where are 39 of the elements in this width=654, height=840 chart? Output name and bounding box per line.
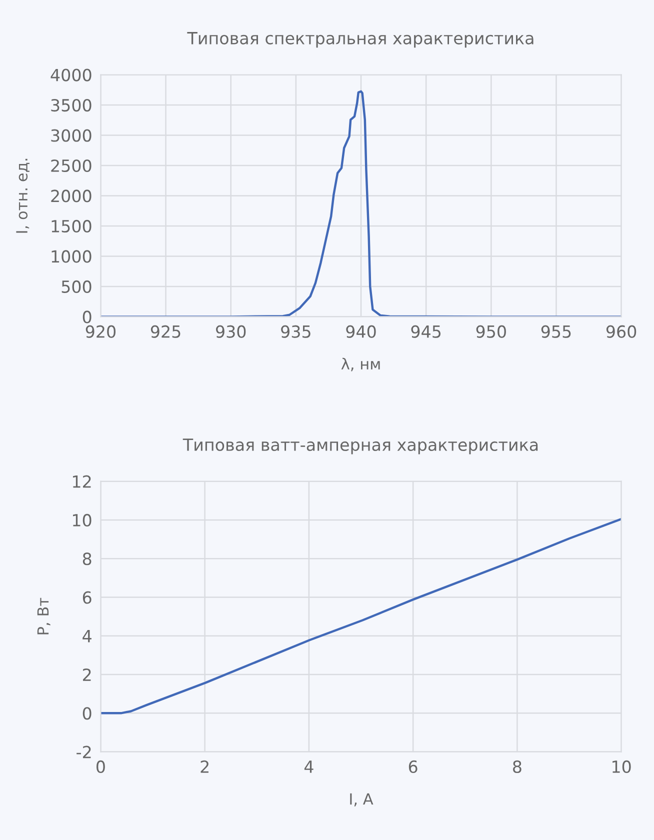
x-tick-label: 925: [150, 325, 180, 338]
y-tick-label: 3500: [51, 98, 92, 112]
y-tick-label: 2: [83, 668, 91, 681]
x-tick-label: 6: [408, 760, 418, 774]
x-tick-label: 10: [612, 760, 631, 774]
y-tick-label: 1000: [52, 250, 92, 263]
line-series: [100, 518, 622, 714]
x-tick-label: 935: [281, 325, 310, 338]
y-tick-label: 8: [82, 552, 92, 566]
x-axis-title: λ, нм: [341, 358, 380, 372]
y-tick-label: 3000: [51, 129, 92, 142]
x-tick-label: 2: [200, 760, 208, 773]
y-tick-label: 2500: [51, 159, 92, 172]
y-tick-label: 0: [82, 707, 92, 720]
y-tick-label: 2000: [51, 190, 92, 202]
y-tick-label: 4000: [50, 68, 92, 82]
y-tick-label: 4: [82, 630, 92, 642]
x-tick-label: 930: [216, 325, 246, 338]
y-tick-label: -2: [76, 746, 91, 758]
y-tick-label: 12: [73, 475, 91, 488]
y-tick-label: 0: [82, 310, 92, 324]
x-tick-label: 945: [411, 325, 441, 338]
chart-title: Типовая ватт-амперная характеристика: [182, 438, 538, 454]
y-tick-label: 6: [82, 591, 92, 604]
x-tick-label: 955: [541, 325, 571, 338]
x-tick-label: 940: [346, 325, 376, 338]
y-tick-label: 500: [62, 280, 92, 294]
chart-title: Типовая спектральная характеристика: [187, 32, 534, 48]
y-axis-title: I, отн. ед.: [16, 158, 30, 233]
x-tick-label: 960: [606, 325, 636, 338]
x-tick-label: 950: [476, 325, 506, 338]
x-tick-label: 8: [513, 760, 522, 774]
y-tick-label: 1500: [52, 220, 92, 233]
y-axis-title: P, Вт: [37, 598, 50, 634]
x-tick-label: 920: [86, 325, 116, 338]
x-axis-title: I, А: [350, 793, 374, 806]
x-tick-label: 4: [304, 760, 314, 773]
x-tick-label: 0: [96, 760, 105, 774]
y-tick-label: 10: [73, 514, 92, 527]
